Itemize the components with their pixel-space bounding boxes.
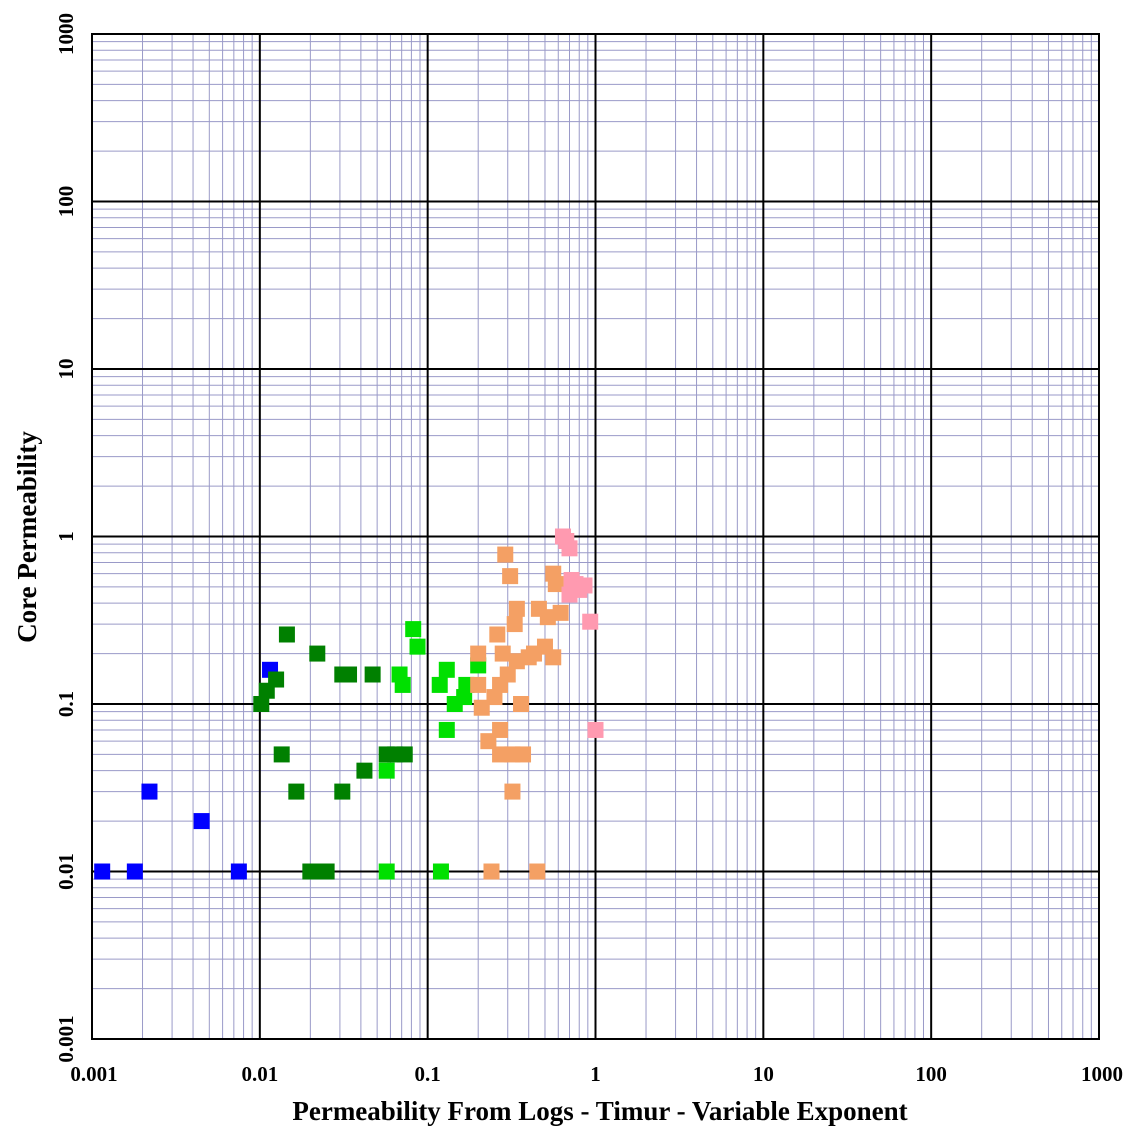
data-point (438, 721, 455, 738)
data-point (561, 540, 578, 557)
data-point (94, 863, 111, 880)
data-point (545, 649, 562, 666)
y-tick-label: 0.01 (54, 853, 78, 890)
x-tick-label: 1 (590, 1062, 601, 1086)
data-point (341, 666, 358, 683)
data-point (456, 689, 473, 706)
y-axis-label: Core Permeability (12, 431, 42, 643)
data-point (504, 783, 521, 800)
x-tick-label: 100 (915, 1062, 947, 1086)
x-tick-label: 1000 (1081, 1062, 1123, 1086)
data-point (470, 645, 487, 662)
data-point (193, 813, 210, 830)
x-tick-label: 0.01 (241, 1062, 278, 1086)
data-point (473, 699, 490, 716)
data-point (529, 863, 546, 880)
data-point (494, 645, 511, 662)
x-tick-label: 0.1 (415, 1062, 441, 1086)
data-point (230, 863, 247, 880)
y-tick-label: 1000 (54, 13, 78, 55)
data-point (432, 863, 449, 880)
data-point (253, 696, 270, 712)
data-point (438, 661, 455, 678)
data-point (278, 626, 295, 643)
data-point (489, 626, 506, 643)
y-tick-label: 10 (54, 359, 78, 380)
data-point (483, 863, 500, 880)
data-point (513, 696, 530, 712)
major-gridlines (91, 33, 1100, 1040)
data-points (94, 528, 604, 880)
data-point (502, 568, 519, 585)
data-point (506, 616, 523, 633)
data-point (499, 666, 516, 683)
data-point (582, 613, 599, 630)
data-point (334, 783, 351, 800)
data-point (539, 609, 556, 626)
plot-frame (91, 33, 1100, 1040)
data-point (396, 746, 413, 763)
data-point (318, 863, 335, 880)
y-tick-label: 0.1 (54, 691, 78, 717)
y-tick-labels: 0.001 0.01 0.1 1 10 100 1000 (54, 13, 78, 1063)
y-tick-label: 100 (54, 186, 78, 218)
data-point (141, 783, 158, 800)
data-point (470, 676, 487, 693)
data-point (552, 604, 569, 621)
data-point (364, 666, 381, 683)
data-point (508, 600, 525, 617)
data-point (378, 863, 395, 880)
x-tick-label: 0.001 (70, 1062, 117, 1086)
data-point (576, 577, 593, 594)
data-point (409, 638, 426, 655)
data-point (268, 671, 285, 688)
data-point (492, 721, 509, 738)
data-point (492, 746, 509, 763)
data-point (515, 746, 532, 763)
y-tick-label: 1 (54, 531, 78, 542)
data-point (431, 676, 448, 693)
data-point (378, 762, 395, 779)
x-tick-label: 10 (753, 1062, 774, 1086)
data-point (405, 621, 422, 638)
y-tick-label: 0.001 (54, 1015, 78, 1062)
data-point (486, 689, 503, 706)
data-point (587, 721, 604, 738)
data-point (273, 746, 290, 763)
x-axis-label: Permeability From Logs - Timur - Variabl… (292, 1096, 907, 1126)
data-point (126, 863, 143, 880)
data-point (288, 783, 305, 800)
data-point (547, 576, 564, 593)
data-point (394, 676, 411, 693)
data-point (356, 762, 373, 779)
data-point (309, 645, 326, 662)
data-point (497, 546, 514, 563)
x-tick-labels: 0.001 0.01 0.1 1 10 100 1000 (70, 1062, 1123, 1086)
